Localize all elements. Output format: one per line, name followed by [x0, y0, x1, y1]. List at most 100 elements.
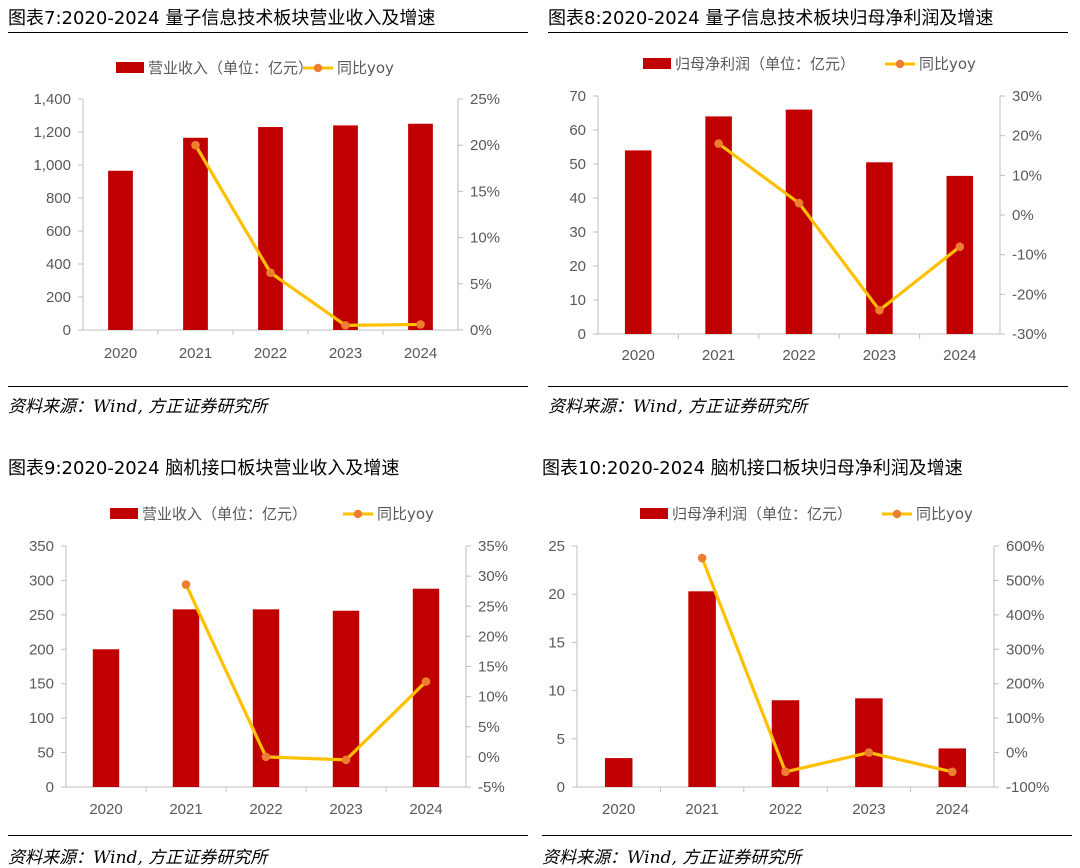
y-left-tick-label: 800	[46, 190, 71, 207]
y-left-tick-label: 1,000	[33, 157, 71, 174]
y-left-tick-label: 15	[548, 634, 565, 651]
y-right-tick-label: 10%	[1012, 167, 1042, 184]
title-divider	[8, 32, 528, 33]
bar-2020	[624, 150, 652, 334]
y-right-tick-label: 30%	[1012, 88, 1042, 105]
y-left-tick-label: 60	[569, 122, 586, 139]
legend-bar-label: 营业收入（单位：亿元）	[148, 59, 313, 77]
source-divider	[542, 835, 1072, 836]
legend-bar-label: 归母净利润（单位：亿元）	[672, 505, 852, 523]
x-tick-label: 2020	[622, 347, 655, 364]
y-left-tick-label: 5	[557, 731, 565, 748]
y-left-tick-label: 350	[29, 538, 54, 555]
x-tick-label: 2022	[254, 345, 287, 362]
y-left-tick-label: 200	[46, 289, 71, 306]
yoy-line	[700, 557, 953, 774]
bar-2022	[258, 127, 283, 330]
y-left-tick-label: 25	[548, 538, 565, 555]
y-left-tick-label: 250	[29, 607, 54, 624]
legend-line-marker	[895, 59, 905, 69]
y-left-tick-label: 100	[29, 710, 54, 727]
y-right-tick-label: 15%	[478, 659, 508, 676]
yoy-point-2021	[191, 140, 200, 150]
y-right-tick-label: 400%	[1006, 607, 1044, 624]
y-right-tick-label: 20%	[1012, 128, 1042, 145]
source-divider	[8, 386, 528, 387]
bar-2021	[705, 116, 732, 335]
y-right-tick-label: 25%	[470, 91, 500, 108]
y-left-tick-label: 40	[569, 190, 586, 207]
yoy-line	[184, 583, 428, 762]
source-note: 资料来源：Wind, 方正证券研究所	[548, 397, 808, 417]
legend-bar-swatch	[640, 508, 668, 519]
bar-2021	[172, 609, 200, 787]
chart-panel-bci-revenue: 图表9:2020-2024 脑机接口板块营业收入及增速 营业收入（单位：亿元） 同…	[8, 450, 528, 868]
legend-line-label: 同比yoy	[337, 59, 394, 77]
y-right-tick-label: 600%	[1006, 538, 1044, 555]
yoy-point-2023	[864, 748, 874, 757]
x-tick-label: 2021	[702, 347, 735, 364]
x-tick-label: 2024	[404, 345, 437, 362]
chart-svg: 归母净利润（单位：亿元） 同比yoy 0 10 20 30 40 50 60 70 -30% -20%…	[569, 55, 1047, 364]
y-left-tick-label: 10	[548, 683, 565, 700]
x-tick-label: 2020	[104, 345, 137, 362]
source-note: 资料来源：Wind, 方正证券研究所	[8, 848, 268, 868]
legend-bar-swatch	[110, 508, 138, 519]
chart-panel-quantum-revenue: 图表7:2020-2024 量子信息技术板块营业收入及增速 营业收入（单位：亿元…	[8, 0, 528, 420]
bar-2021	[183, 137, 208, 330]
x-tick-label: 2022	[769, 801, 802, 818]
legend-line-label: 同比yoy	[916, 505, 973, 523]
y-right-tick-label: -5%	[478, 779, 505, 796]
bar-2023	[333, 125, 358, 331]
y-right-tick-label: 5%	[470, 276, 492, 293]
y-left-tick-label: 50	[569, 156, 586, 173]
y-left-tick-label: 50	[37, 745, 54, 762]
yoy-point-2024	[421, 677, 431, 686]
x-tick-label: 2021	[685, 801, 718, 818]
source-divider	[8, 835, 528, 836]
chart-svg: 营业收入（单位：亿元） 同比yoy 0 50 100 150 200 250 300 350 -5%…	[29, 505, 508, 818]
y-right-tick-label: 20%	[470, 137, 500, 154]
y-left-tick-label: 300	[29, 572, 54, 589]
source-note: 资料来源：Wind, 方正证券研究所	[8, 397, 268, 417]
x-tick-label: 2020	[89, 801, 122, 818]
x-tick-label: 2023	[863, 347, 896, 364]
y-right-tick-label: -10%	[1012, 247, 1047, 264]
x-tick-label: 2022	[249, 801, 282, 818]
y-left-tick-label: 0	[557, 779, 565, 796]
y-right-tick-label: 0%	[1006, 745, 1028, 762]
chart-title: 图表9:2020-2024 脑机接口板块营业收入及增速	[8, 458, 400, 479]
chart-panel-bci-profit: 图表10:2020-2024 脑机接口板块归母净利润及增速 归母净利润（单位：亿…	[542, 450, 1072, 868]
y-left-tick-label: 20	[548, 586, 565, 603]
y-left-tick-label: 400	[46, 256, 71, 273]
bar-2020	[604, 758, 633, 787]
legend-line-label: 同比yoy	[919, 55, 976, 73]
bar-2024	[412, 588, 440, 787]
legend-bar-swatch	[643, 58, 671, 69]
y-right-tick-label: -100%	[1006, 779, 1049, 796]
yoy-point-2023	[341, 755, 351, 765]
x-tick-label: 2024	[936, 801, 969, 818]
y-right-tick-label: 35%	[478, 538, 508, 555]
legend-line-marker	[313, 63, 323, 73]
y-right-tick-label: 500%	[1006, 572, 1044, 589]
bar-2021	[688, 591, 716, 787]
y-right-tick-label: 0%	[1012, 207, 1034, 224]
yoy-line	[717, 142, 961, 312]
yoy-point-2024	[416, 320, 425, 329]
chart-panel-quantum-profit: 图表8:2020-2024 量子信息技术板块归母净利润及增速 归母净利润（单位：…	[548, 0, 1068, 420]
chart-svg: 归母净利润（单位：亿元） 同比yoy 0 5 10 15 20 25 -100% 0% 100% 20…	[548, 505, 1049, 818]
yoy-point-2022	[261, 752, 271, 762]
y-left-tick-label: 70	[569, 88, 586, 105]
y-right-tick-label: -20%	[1012, 286, 1047, 303]
y-right-tick-label: 10%	[478, 689, 508, 706]
yoy-point-2021	[181, 580, 191, 589]
legend-bar-label: 营业收入（单位：亿元）	[142, 505, 307, 523]
source-note: 资料来源：Wind, 方正证券研究所	[542, 848, 802, 868]
y-right-tick-label: 25%	[478, 598, 508, 615]
y-right-tick-label: 0%	[470, 322, 492, 339]
source-divider	[548, 386, 1068, 387]
y-right-tick-label: 30%	[478, 568, 508, 585]
x-tick-label: 2024	[943, 347, 976, 364]
bar-2024	[408, 123, 433, 330]
